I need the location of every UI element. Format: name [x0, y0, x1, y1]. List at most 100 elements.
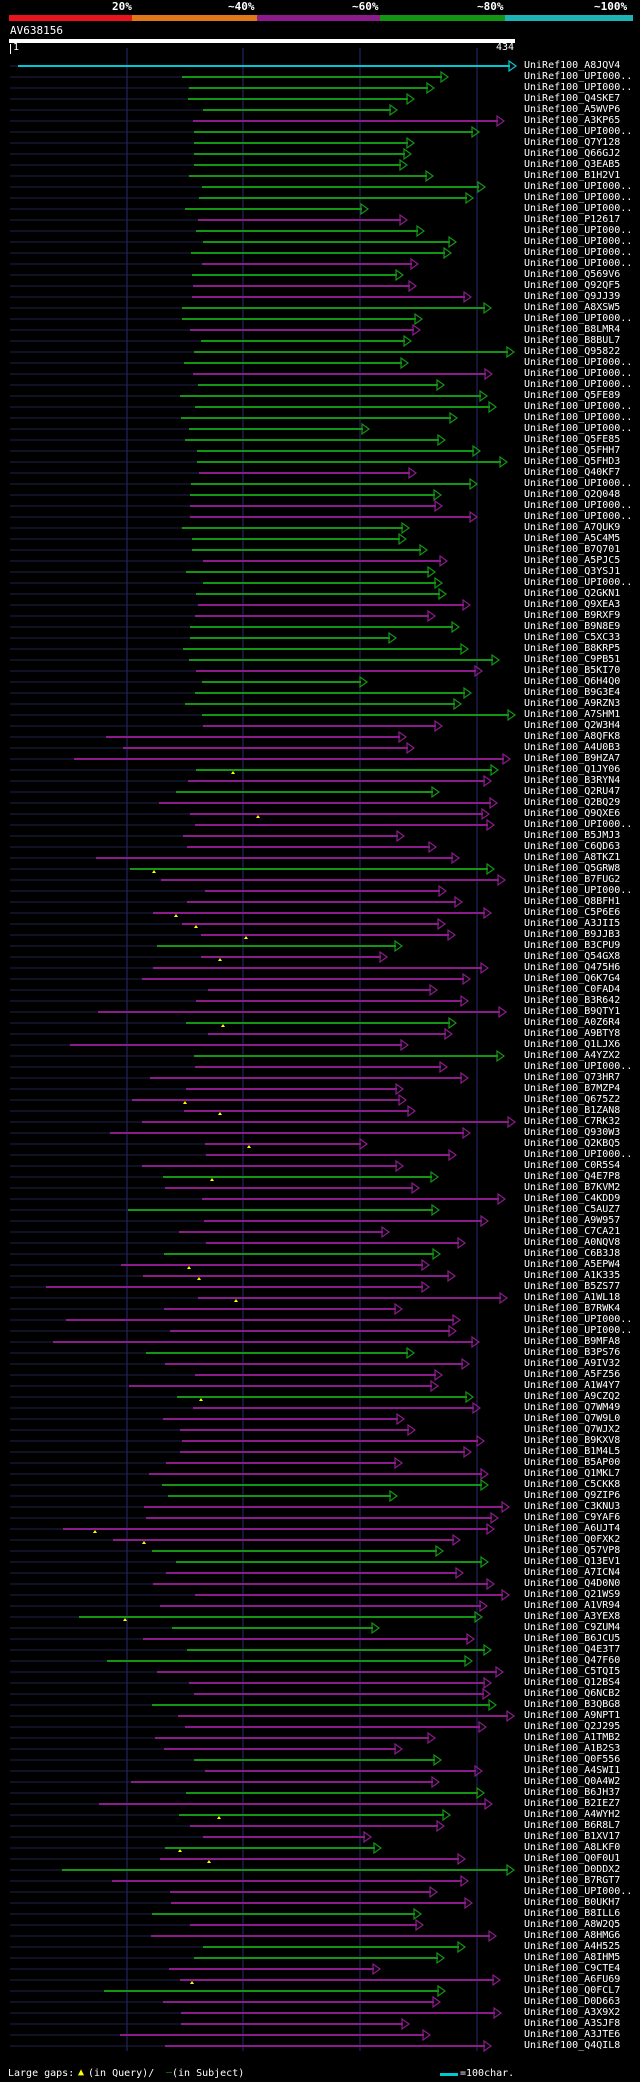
- hit-label[interactable]: UniRef100_D0DDX2: [524, 1864, 621, 1875]
- hit-label[interactable]: UniRef100_B9MFA8: [524, 1336, 621, 1347]
- hit-label[interactable]: UniRef100_A7SHM1: [524, 709, 621, 720]
- hit-label[interactable]: UniRef100_UPI000..: [524, 500, 633, 511]
- hit-label[interactable]: UniRef100_Q12BS4: [524, 1677, 621, 1688]
- hit-label[interactable]: UniRef100_Q2W3H4: [524, 720, 621, 731]
- hit-label[interactable]: UniRef100_B1H2V1: [524, 170, 621, 181]
- hit-label[interactable]: UniRef100_A3KP65: [524, 115, 621, 126]
- hit-label[interactable]: UniRef100_A8JQV4: [524, 60, 621, 71]
- hit-label[interactable]: UniRef100_UPI000..: [524, 71, 633, 82]
- hit-label[interactable]: UniRef100_UPI000..: [524, 368, 633, 379]
- hit-label[interactable]: UniRef100_UPI000..: [524, 82, 633, 93]
- hit-label[interactable]: UniRef100_A5C4M5: [524, 533, 621, 544]
- hit-label[interactable]: UniRef100_Q4E7P8: [524, 1171, 621, 1182]
- hit-label[interactable]: UniRef100_B9QTY1: [524, 1006, 621, 1017]
- hit-label[interactable]: UniRef100_UPI000..: [524, 885, 633, 896]
- hit-label[interactable]: UniRef100_A1VR94: [524, 1600, 621, 1611]
- hit-label[interactable]: UniRef100_Q92QF5: [524, 280, 621, 291]
- hit-label[interactable]: UniRef100_B6JCU5: [524, 1633, 621, 1644]
- hit-label[interactable]: UniRef100_Q569V6: [524, 269, 621, 280]
- hit-label[interactable]: UniRef100_Q0A4W2: [524, 1776, 621, 1787]
- hit-label[interactable]: UniRef100_Q95822: [524, 346, 621, 357]
- hit-label[interactable]: UniRef100_A8TKZ1: [524, 852, 621, 863]
- hit-label[interactable]: UniRef100_B2IEZ7: [524, 1798, 621, 1809]
- hit-label[interactable]: UniRef100_C9CTE4: [524, 1963, 621, 1974]
- hit-label[interactable]: UniRef100_C7CA21: [524, 1226, 621, 1237]
- hit-label[interactable]: UniRef100_Q57VP8: [524, 1545, 621, 1556]
- hit-label[interactable]: UniRef100_C5P6E6: [524, 907, 621, 918]
- hit-label[interactable]: UniRef100_B9N8E9: [524, 621, 621, 632]
- hit-label[interactable]: UniRef100_B1M4L5: [524, 1446, 621, 1457]
- hit-label[interactable]: UniRef100_Q1JY06: [524, 764, 621, 775]
- hit-label[interactable]: UniRef100_C0FAD4: [524, 984, 621, 995]
- hit-label[interactable]: UniRef100_UPI000..: [524, 1061, 633, 1072]
- hit-label[interactable]: UniRef100_Q5FE89: [524, 390, 621, 401]
- hit-label[interactable]: UniRef100_A4WYH2: [524, 1809, 621, 1820]
- hit-label[interactable]: UniRef100_UPI000..: [524, 203, 633, 214]
- hit-label[interactable]: UniRef100_B7Q701: [524, 544, 621, 555]
- hit-label[interactable]: UniRef100_B5ZS77: [524, 1281, 621, 1292]
- hit-label[interactable]: UniRef100_UPI000..: [524, 258, 633, 269]
- hit-label[interactable]: UniRef100_UPI000..: [524, 1149, 633, 1160]
- hit-label[interactable]: UniRef100_A4YZX2: [524, 1050, 621, 1061]
- hit-label[interactable]: UniRef100_Q2BQ29: [524, 797, 621, 808]
- hit-label[interactable]: UniRef100_B3R642: [524, 995, 621, 1006]
- hit-label[interactable]: UniRef100_Q5FHH7: [524, 445, 621, 456]
- hit-label[interactable]: UniRef100_Q5FHD3: [524, 456, 621, 467]
- hit-label[interactable]: UniRef100_UPI000..: [524, 225, 633, 236]
- hit-label[interactable]: UniRef100_A8QFK8: [524, 731, 621, 742]
- hit-label[interactable]: UniRef100_A6UJT4: [524, 1523, 621, 1534]
- hit-label[interactable]: UniRef100_B9G3E4: [524, 687, 621, 698]
- hit-label[interactable]: UniRef100_A3JTE6: [524, 2029, 621, 2040]
- hit-label[interactable]: UniRef100_Q66GJ2: [524, 148, 621, 159]
- hit-label[interactable]: UniRef100_C5TQI5: [524, 1666, 621, 1677]
- hit-label[interactable]: UniRef100_B3RYN4: [524, 775, 621, 786]
- hit-label[interactable]: UniRef100_A8W2Q5: [524, 1919, 621, 1930]
- hit-label[interactable]: UniRef100_Q675Z2: [524, 1094, 621, 1105]
- hit-label[interactable]: UniRef100_Q9ZIP6: [524, 1490, 621, 1501]
- hit-label[interactable]: UniRef100_Q7Y128: [524, 137, 621, 148]
- hit-label[interactable]: UniRef100_C9YAF6: [524, 1512, 621, 1523]
- hit-label[interactable]: UniRef100_Q6NCB2: [524, 1688, 621, 1699]
- hit-label[interactable]: UniRef100_C4KDD9: [524, 1193, 621, 1204]
- hit-label[interactable]: UniRef100_Q4E3T7: [524, 1644, 621, 1655]
- hit-label[interactable]: UniRef100_Q0F0U1: [524, 1853, 621, 1864]
- hit-label[interactable]: UniRef100_Q3EAB5: [524, 159, 621, 170]
- hit-label[interactable]: UniRef100_UPI000..: [524, 511, 633, 522]
- hit-label[interactable]: UniRef100_B6R8L7: [524, 1820, 621, 1831]
- hit-label[interactable]: UniRef100_A5FZ56: [524, 1369, 621, 1380]
- hit-label[interactable]: UniRef100_UPI000..: [524, 181, 633, 192]
- hit-label[interactable]: UniRef100_A1TMB2: [524, 1732, 621, 1743]
- hit-label[interactable]: UniRef100_A3YEX8: [524, 1611, 621, 1622]
- hit-label[interactable]: UniRef100_A9NPT1: [524, 1710, 621, 1721]
- hit-label[interactable]: UniRef100_UPI000..: [524, 819, 633, 830]
- hit-label[interactable]: UniRef100_UPI000..: [524, 412, 633, 423]
- hit-label[interactable]: UniRef100_A8IHM5: [524, 1952, 621, 1963]
- hit-label[interactable]: UniRef100_Q5GRW8: [524, 863, 621, 874]
- hit-label[interactable]: UniRef100_B6JH37: [524, 1787, 621, 1798]
- hit-label[interactable]: UniRef100_A8HMG6: [524, 1930, 621, 1941]
- hit-label[interactable]: UniRef100_B1ZAN8: [524, 1105, 621, 1116]
- hit-label[interactable]: UniRef100_UPI000..: [524, 126, 633, 137]
- hit-label[interactable]: UniRef100_UPI000..: [524, 1886, 633, 1897]
- hit-label[interactable]: UniRef100_A4U0B3: [524, 742, 621, 753]
- hit-label[interactable]: UniRef100_B3PS76: [524, 1347, 621, 1358]
- hit-label[interactable]: UniRef100_UPI000..: [524, 1314, 633, 1325]
- hit-label[interactable]: UniRef100_Q40KF7: [524, 467, 621, 478]
- hit-label[interactable]: UniRef100_Q9JJ39: [524, 291, 621, 302]
- hit-label[interactable]: UniRef100_Q13EV1: [524, 1556, 621, 1567]
- hit-label[interactable]: UniRef100_A3X9X2: [524, 2007, 621, 2018]
- hit-label[interactable]: UniRef100_A1B2S3: [524, 1743, 621, 1754]
- hit-label[interactable]: UniRef100_B8LMR4: [524, 324, 621, 335]
- hit-label[interactable]: UniRef100_A7QUK9: [524, 522, 621, 533]
- hit-label[interactable]: UniRef100_A5PJC5: [524, 555, 621, 566]
- hit-label[interactable]: UniRef100_A9IV32: [524, 1358, 621, 1369]
- hit-label[interactable]: UniRef100_Q47F60: [524, 1655, 621, 1666]
- hit-label[interactable]: UniRef100_Q54GX8: [524, 951, 621, 962]
- hit-label[interactable]: UniRef100_Q0FXK2: [524, 1534, 621, 1545]
- hit-label[interactable]: UniRef100_B7MZP4: [524, 1083, 621, 1094]
- hit-label[interactable]: UniRef100_Q8BFH1: [524, 896, 621, 907]
- hit-label[interactable]: UniRef100_Q2RU47: [524, 786, 621, 797]
- hit-label[interactable]: UniRef100_B7RWK4: [524, 1303, 621, 1314]
- hit-label[interactable]: UniRef100_B8BUL7: [524, 335, 621, 346]
- hit-label[interactable]: UniRef100_Q6K7G4: [524, 973, 621, 984]
